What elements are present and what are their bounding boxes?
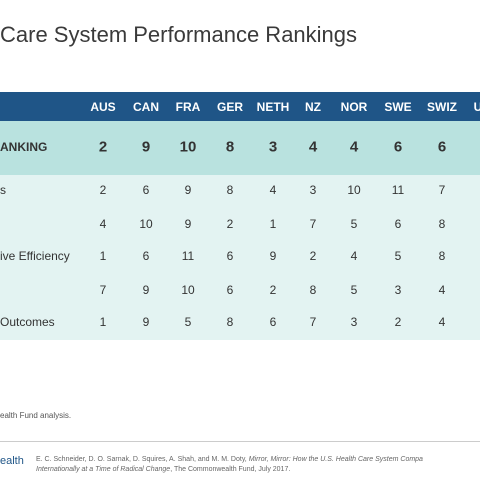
column-header: CAN — [133, 100, 159, 114]
row-label: Outcomes — [0, 315, 55, 329]
citation-line: Internationally at a Time of Radical Cha… — [36, 466, 290, 473]
rank-cell: 6 — [394, 217, 402, 231]
rank-cell: 6 — [226, 283, 234, 297]
rank-cell: 10 — [139, 217, 153, 231]
citation-text: , The Commonwealth Fund, July 2017. — [170, 466, 291, 473]
overall-rank: 8 — [225, 138, 235, 156]
rank-cell: 9 — [184, 217, 192, 231]
rank-cell: 2 — [309, 249, 317, 263]
rank-cell: 6 — [142, 183, 150, 197]
footer-rule — [0, 441, 480, 442]
header-bar — [0, 92, 480, 121]
rank-cell: 2 — [99, 183, 107, 197]
rank-cell: 4 — [350, 249, 358, 263]
rank-cell: 4 — [438, 283, 446, 297]
rank-cell: 3 — [350, 315, 358, 329]
slide-title: Care System Performance Rankings — [0, 22, 358, 47]
rank-cell: 11 — [391, 183, 405, 197]
overall-rank: 6 — [437, 138, 447, 156]
rank-cell: 6 — [269, 315, 277, 329]
row-label: ive Efficiency — [0, 249, 70, 263]
overall-band — [0, 121, 480, 175]
rank-cell: 7 — [309, 315, 317, 329]
column-header: NOR — [340, 100, 368, 114]
overall-rank: 10 — [179, 138, 197, 156]
rank-cell: 5 — [184, 315, 192, 329]
column-header: NZ — [305, 100, 321, 114]
column-header: FRA — [175, 100, 201, 114]
rank-cell: 4 — [99, 217, 107, 231]
overall-rank: 9 — [141, 138, 151, 156]
citation-text: E. C. Schneider, D. O. Sarnak, D. Squire… — [36, 456, 249, 463]
logo-text: ealth — [0, 455, 24, 467]
column-header: NETH — [256, 100, 290, 114]
rank-cell: 6 — [226, 249, 234, 263]
column-header: U — [473, 100, 480, 114]
rank-cell: 4 — [269, 183, 277, 197]
rank-cell: 2 — [269, 283, 277, 297]
rank-cell: 3 — [309, 183, 317, 197]
rank-cell: 1 — [269, 217, 277, 231]
overall-rank: 4 — [349, 138, 359, 156]
rank-cell: 7 — [99, 283, 107, 297]
rank-cell: 8 — [309, 283, 317, 297]
overall-rank: 2 — [98, 138, 108, 156]
overall-label: ANKING — [0, 140, 48, 154]
rank-cell: 9 — [142, 283, 150, 297]
column-header: GER — [216, 100, 244, 114]
rank-cell: 9 — [142, 315, 150, 329]
column-header: AUS — [90, 100, 116, 114]
rank-cell: 6 — [142, 249, 150, 263]
citation-line: E. C. Schneider, D. O. Sarnak, D. Squire… — [36, 456, 423, 463]
row-label: s — [0, 183, 6, 197]
citation-title: Internationally at a Time of Radical Cha… — [36, 466, 171, 473]
rank-cell: 10 — [181, 283, 195, 297]
rank-cell: 7 — [438, 183, 446, 197]
rank-cell: 8 — [226, 183, 234, 197]
rank-cell: 9 — [184, 183, 192, 197]
rank-cell: 5 — [350, 217, 358, 231]
column-header: SWE — [384, 100, 412, 114]
rank-cell: 8 — [438, 249, 446, 263]
rank-cell: 2 — [394, 315, 402, 329]
rank-cell: 9 — [269, 249, 277, 263]
rank-cell: 8 — [438, 217, 446, 231]
rank-cell: 8 — [226, 315, 234, 329]
rank-cell: 5 — [394, 249, 402, 263]
rank-cell: 4 — [438, 315, 446, 329]
rank-cell: 5 — [350, 283, 358, 297]
rank-cell: 11 — [181, 249, 195, 263]
rank-cell: 2 — [226, 217, 234, 231]
citation-title: Mirror, Mirror: How the U.S. Health Care… — [248, 456, 423, 463]
rank-cell: 7 — [309, 217, 317, 231]
rank-cell: 1 — [99, 315, 107, 329]
overall-rank: 3 — [268, 138, 278, 156]
table-body — [0, 175, 480, 340]
rank-cell: 1 — [99, 249, 107, 263]
overall-rank: 6 — [393, 138, 403, 156]
rank-cell: 3 — [394, 283, 402, 297]
column-header: SWIZ — [427, 100, 457, 114]
rank-cell: 10 — [347, 183, 361, 197]
overall-rank: 4 — [308, 138, 318, 156]
source-note: ealth Fund analysis. — [0, 411, 72, 420]
